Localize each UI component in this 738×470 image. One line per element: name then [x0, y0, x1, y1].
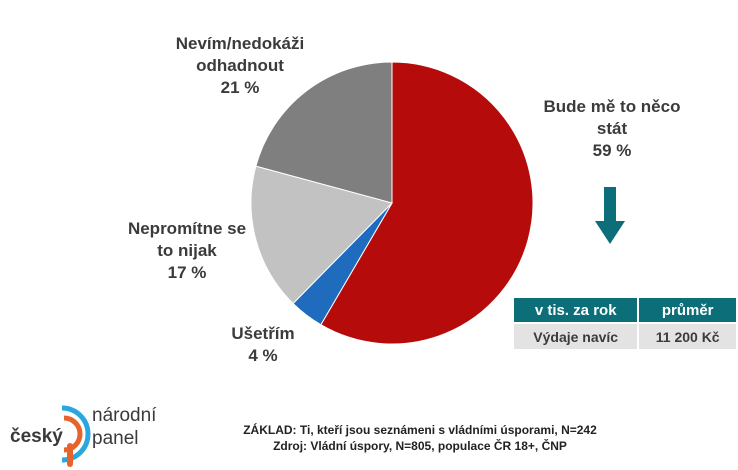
pie-slice-nepromitne — [250, 165, 393, 305]
slice-label-bude: Bude mě to něco stát 59 % — [527, 96, 697, 162]
table-header-unit: v tis. za rok — [514, 298, 638, 322]
slice-label-nevim: Nevím/nedokáži odhadnout 21 % — [155, 33, 325, 99]
footnote-source: Zdroj: Vládní úspory, N=805, populace ČR… — [273, 439, 567, 453]
slice-label-nepromitne-line2: to nijak — [157, 241, 217, 260]
table-row: Výdaje navíc 11 200 Kč — [514, 324, 736, 349]
footnote-base: ZÁKLAD: Ti, kteří jsou seznámeni s vládn… — [243, 423, 597, 437]
table-header-row: v tis. za rok průměr — [514, 298, 736, 322]
logo-word-cesky: český — [10, 426, 63, 447]
slice-label-nepromitne: Nepromítne se to nijak 17 % — [102, 218, 272, 284]
pie-slice-bude — [320, 61, 534, 345]
slice-label-bude-line2: stát — [596, 119, 628, 138]
table-header-average: průměr — [639, 298, 736, 322]
down-arrow-icon — [595, 187, 625, 244]
cesky-narodni-panel-logo: český národní panel — [10, 402, 156, 468]
slice-label-bude-line1: Bude mě to něco — [543, 97, 681, 116]
pie-slice-nevim — [255, 61, 393, 204]
logo-word-narodni: národní — [92, 405, 157, 426]
slice-label-nevim-line2: odhadnout — [196, 56, 284, 75]
slice-value-nevim: 21 % — [220, 78, 260, 97]
table-cell-value: 11 200 Kč — [639, 324, 736, 349]
slice-label-usetrim-line1: Ušetřím — [231, 324, 295, 343]
spending-table: v tis. za rok průměr Výdaje navíc 11 200… — [512, 296, 738, 351]
slice-value-nepromitne: 17 % — [167, 263, 207, 282]
slice-label-nepromitne-line1: Nepromítne se — [127, 219, 247, 238]
slice-label-usetrim: Ušetřím 4 % — [208, 323, 318, 367]
table-cell-label: Výdaje navíc — [514, 324, 638, 349]
slice-value-bude: 59 % — [592, 141, 632, 160]
footnote: ZÁKLAD: Ti, kteří jsou seznámeni s vládn… — [200, 422, 640, 454]
slice-label-nevim-line1: Nevím/nedokáži — [175, 34, 305, 53]
logo-word-panel: panel — [92, 428, 139, 449]
slice-value-usetrim: 4 % — [248, 346, 278, 365]
logo-mark-icon — [61, 405, 91, 467]
